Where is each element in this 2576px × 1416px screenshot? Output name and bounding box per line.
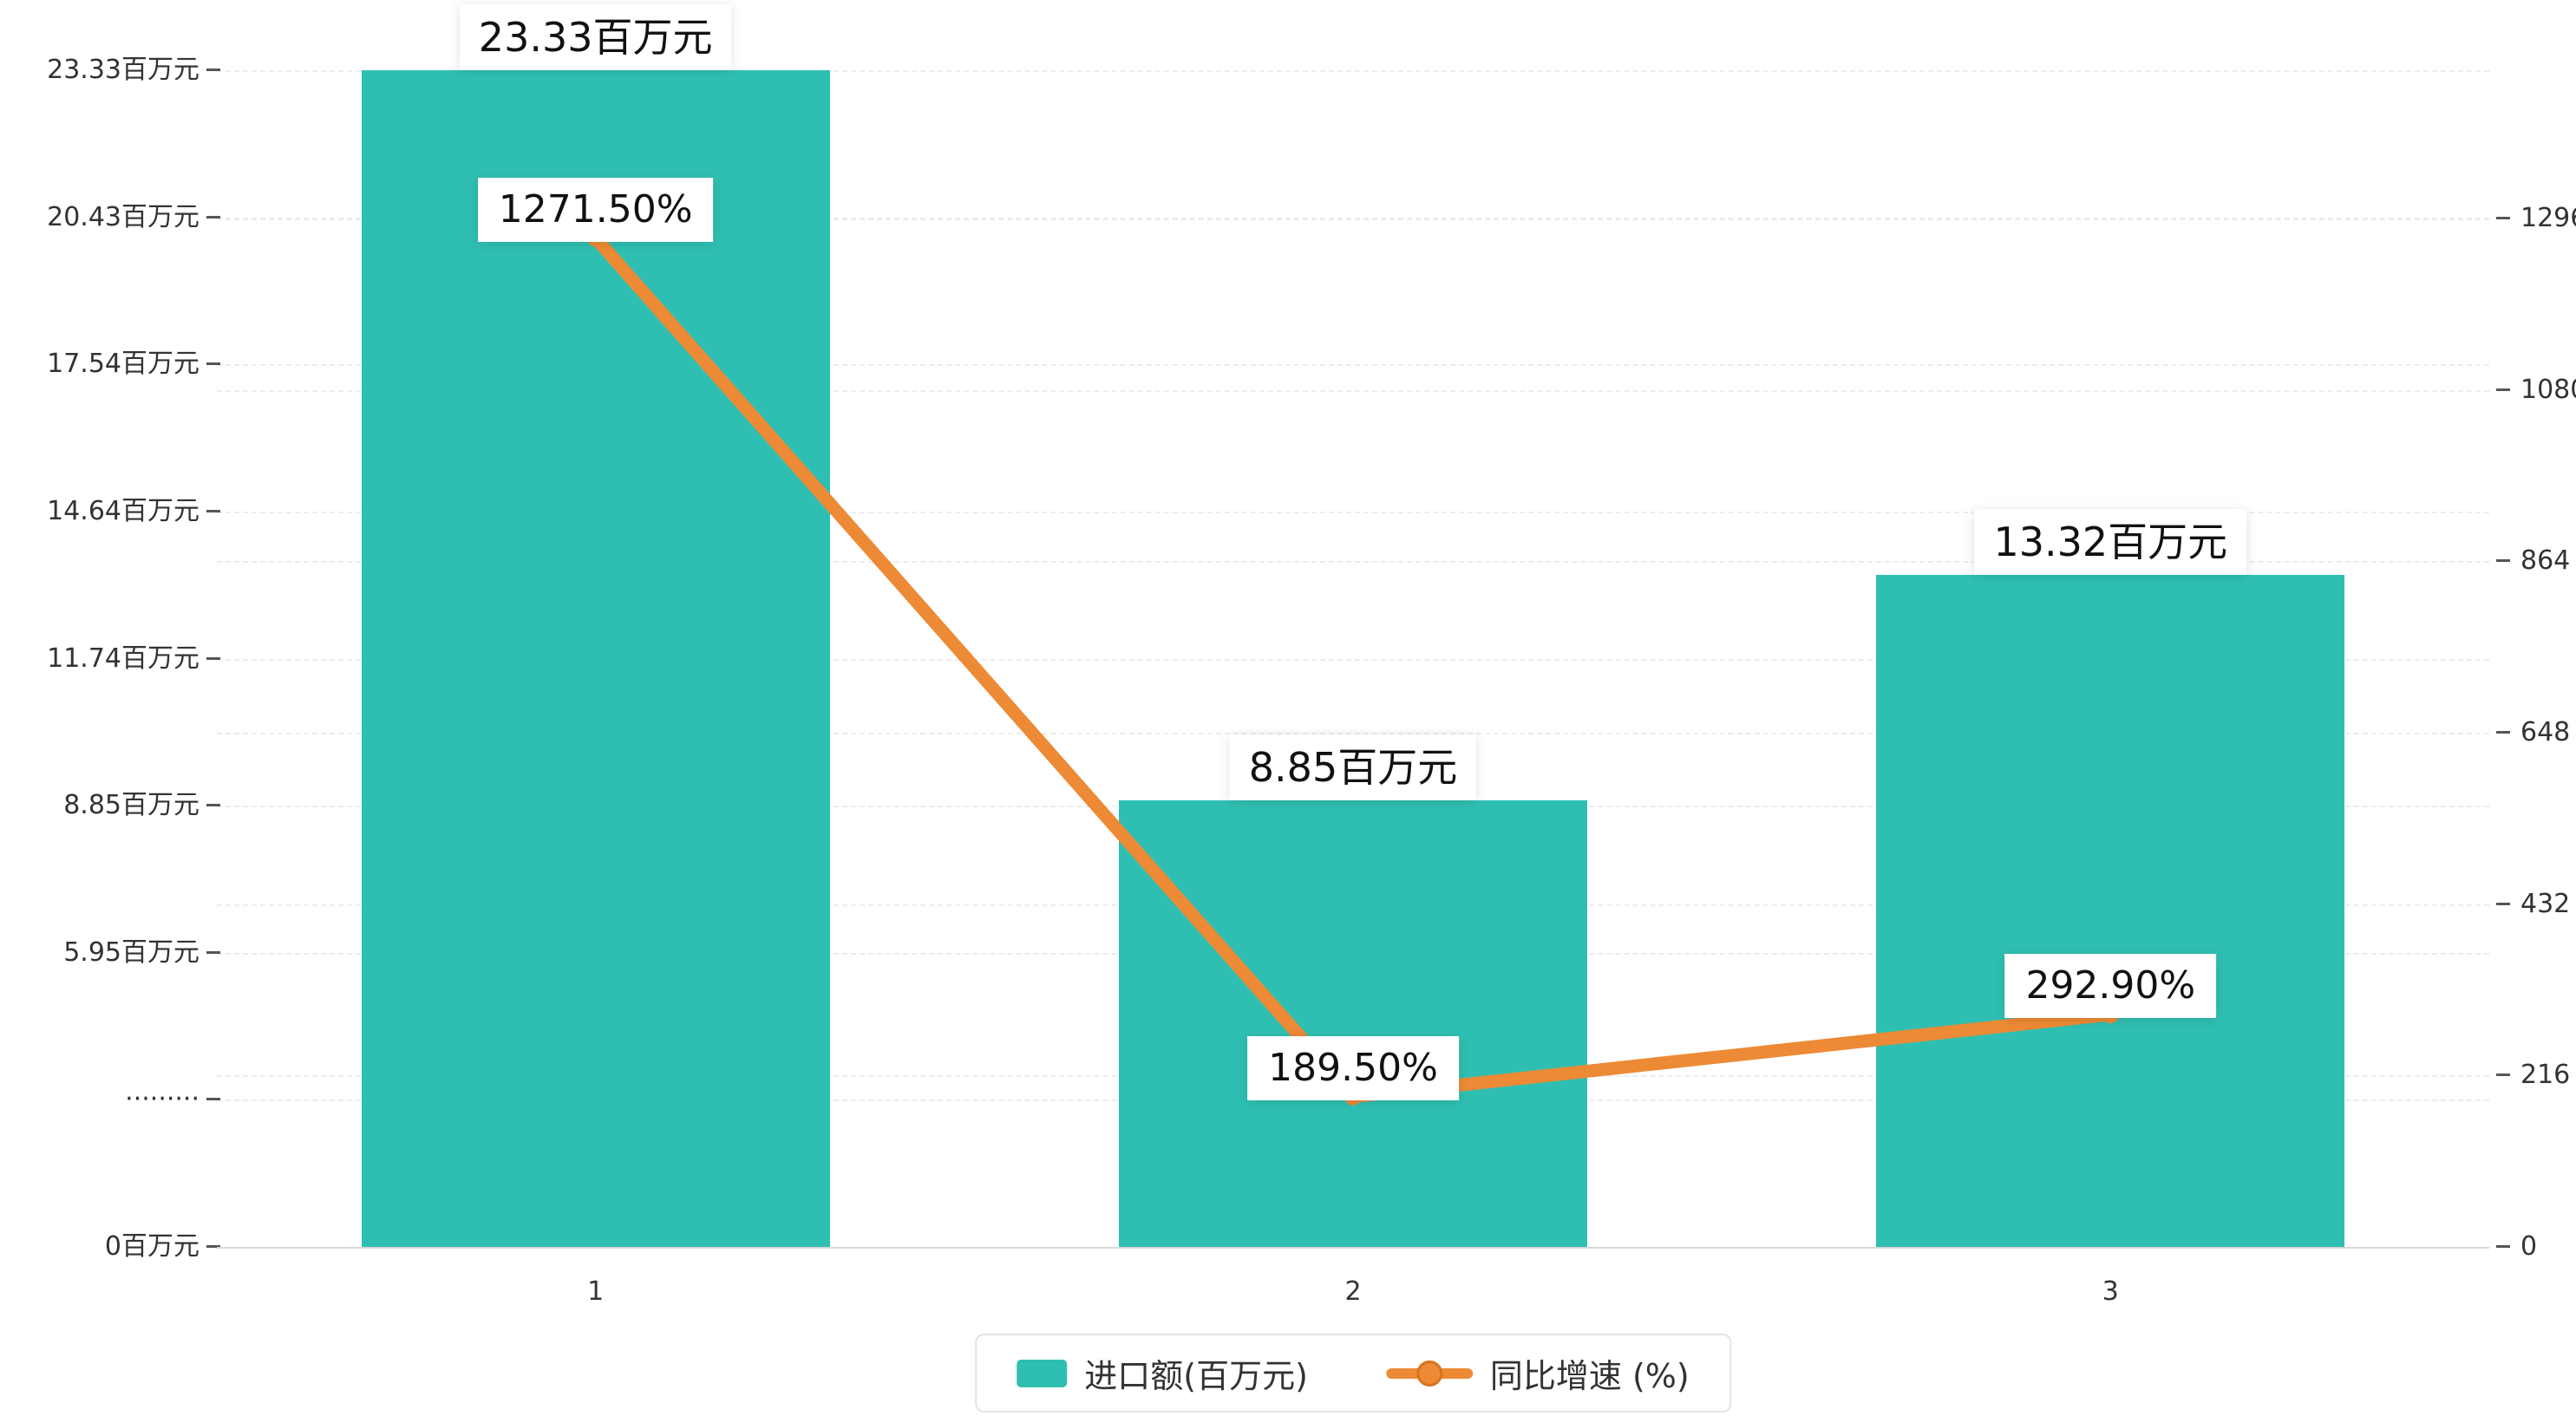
y-axis-left-tick-mark (206, 1098, 220, 1101)
y-axis-left-tick-mark (206, 950, 220, 954)
y-axis-right-tick-mark (2496, 1073, 2510, 1077)
x-axis-line (217, 1247, 2489, 1249)
bar-series-bar[interactable] (361, 70, 830, 1247)
legend-label-line: 同比增速 (%) (1489, 1357, 1690, 1395)
y-axis-left-tick-label: 0百万元 (104, 1231, 199, 1262)
bar-value-label: 23.33百万元 (459, 4, 732, 70)
y-axis-left-tick-mark (206, 362, 220, 366)
legend-item-growth-rate[interactable]: 同比增速 (%) (1385, 1349, 1690, 1397)
legend: 进口额(百万元) 同比增速 (%) (975, 1334, 1731, 1413)
line-series-marker-icon (1385, 1360, 1473, 1387)
y-axis-left-tick-mark (206, 215, 220, 219)
y-axis-left-tick-label: 20.43百万元 (47, 201, 199, 232)
gridline (217, 219, 2489, 221)
y-axis-right-tick-label: 648 (2520, 717, 2571, 748)
y-axis-left-tick-mark (206, 1245, 220, 1248)
y-axis-left-tick-label: 5.95百万元 (63, 936, 199, 968)
y-axis-right-tick-mark (2496, 217, 2510, 220)
y-axis-right-tick-label: 1296 (2520, 203, 2576, 234)
y-axis-left-tick-label: 17.54百万元 (47, 349, 199, 380)
bar-value-label: 8.85百万元 (1229, 734, 1477, 801)
y-axis-left-tick-mark (206, 804, 220, 807)
y-axis-right-tick-mark (2496, 559, 2510, 563)
y-axis-right-tick-label: 864 (2520, 545, 2571, 577)
bar-series-swatch-icon (1017, 1359, 1068, 1387)
y-axis-right-tick-mark (2496, 388, 2510, 391)
y-axis-right-tick-label: 1080 (2520, 374, 2576, 405)
line-value-label: 1271.50% (477, 177, 714, 242)
legend-item-import-value[interactable]: 进口额(百万元) (1017, 1349, 1308, 1397)
y-axis-right-tick-mark (2496, 902, 2510, 905)
y-axis-right-tick-label: 216 (2520, 1060, 2571, 1091)
y-axis-left-tick-label: 8.85百万元 (63, 790, 199, 821)
bar-series-bar[interactable] (1876, 575, 2345, 1247)
gridline (217, 217, 2489, 219)
line-point-icon (1415, 1360, 1442, 1387)
x-axis-label: 1 (587, 1276, 605, 1307)
bar-series-bar[interactable] (1119, 800, 1587, 1247)
y-axis-left-tick-mark (206, 509, 220, 512)
y-axis-left-tick-label: 14.64百万元 (47, 495, 199, 526)
y-axis-right-tick-label: 432 (2520, 888, 2571, 919)
bar-value-label: 13.32百万元 (1974, 509, 2247, 576)
line-value-label: 189.50% (1247, 1035, 1459, 1100)
legend-label-bar: 进口额(百万元) (1084, 1357, 1308, 1395)
gridline (217, 70, 2489, 72)
y-axis-left-tick-mark (206, 656, 220, 660)
y-axis-right-tick-mark (2496, 731, 2510, 734)
x-axis-label: 2 (1344, 1276, 1362, 1307)
line-value-label: 292.90% (2004, 954, 2217, 1018)
y-axis-right-tick-label: 0 (2520, 1231, 2538, 1262)
y-axis-left-tick-label: 23.33百万元 (47, 55, 199, 85)
x-axis-label: 3 (2102, 1276, 2119, 1307)
y-axis-left-tick-label: 11.74百万元 (47, 643, 199, 674)
y-axis-left-tick-label: ········· (125, 1084, 199, 1115)
y-axis-left-tick-mark (206, 69, 220, 71)
y-axis-right-tick-mark (2496, 1245, 2510, 1248)
